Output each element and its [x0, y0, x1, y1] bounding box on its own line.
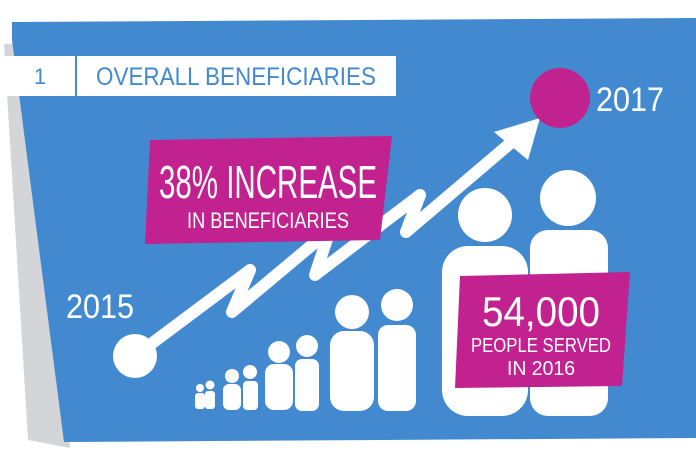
start-dot — [113, 334, 157, 378]
callout-line: PEOPLE SERVED — [471, 335, 611, 357]
person — [330, 295, 374, 411]
person — [223, 369, 241, 410]
person — [243, 365, 258, 410]
end-year: 2017 — [596, 81, 664, 119]
callout-headline: 38% INCREASE — [159, 156, 377, 208]
callout-line: IN BENEFICIARIES — [187, 208, 349, 233]
person — [195, 384, 205, 409]
end-dot — [530, 68, 590, 128]
section-number: 1 — [34, 64, 46, 89]
person — [265, 341, 293, 410]
person — [205, 381, 215, 410]
start-year: 2015 — [66, 288, 134, 326]
person — [378, 289, 416, 411]
section-title: OVERALL BENEFICIARIES — [96, 63, 376, 91]
callout-headline: 54,000 — [482, 288, 600, 335]
page: 1 OVERALL BENEFICIARIES 2015 2017 38% IN… — [0, 0, 696, 467]
infographic: 1 OVERALL BENEFICIARIES 2015 2017 38% IN… — [0, 0, 696, 467]
person — [295, 335, 319, 411]
callout-line: IN 2016 — [507, 358, 575, 380]
